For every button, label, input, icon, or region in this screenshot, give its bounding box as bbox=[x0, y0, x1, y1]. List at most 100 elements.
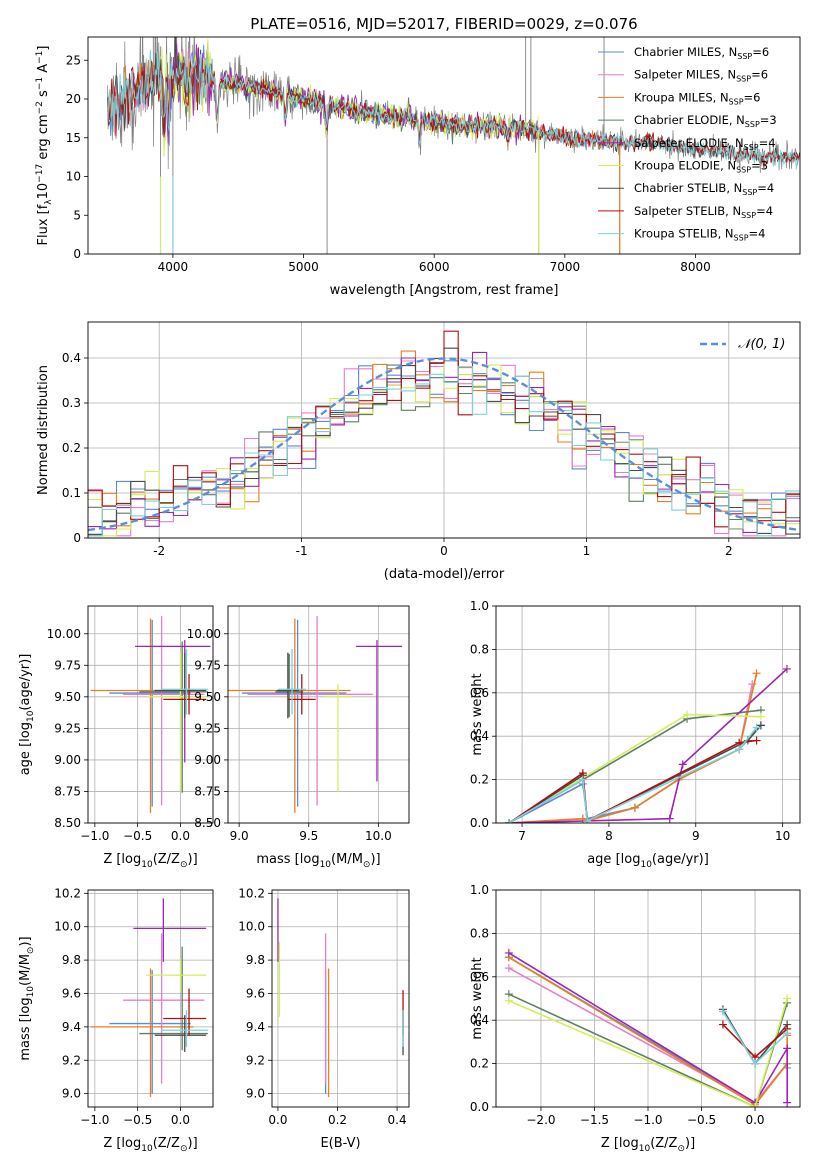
mass-vs-EBV-frame bbox=[271, 889, 410, 1108]
weight-vs-age-xtick-label: 8 bbox=[605, 829, 613, 843]
legend-label-main: Salpeter STELIB, N bbox=[634, 204, 741, 218]
mass-vs-Z-ylabel-part: 10 bbox=[26, 986, 36, 998]
mass-vs-EBV-xtick-label: 0.4 bbox=[388, 1113, 407, 1127]
spectrum-ytick-label: 25 bbox=[66, 53, 81, 67]
weight-vs-Z-marker-kroupa_stelib bbox=[783, 1029, 792, 1038]
legend-label-sub: SSP bbox=[734, 234, 749, 243]
weight-vs-Z-marker-kroupa_stelib bbox=[718, 1007, 727, 1016]
weight-vs-Z-xtick-label: 0.0 bbox=[745, 1113, 764, 1127]
legend-label-sub: SSP bbox=[741, 211, 756, 220]
legend-label-sub: SSP bbox=[729, 97, 744, 106]
legend-label-kroupa_stelib: Kroupa STELIB, NSSP=4 bbox=[634, 227, 765, 243]
age-vs-Z-xtick-label: −1.0 bbox=[80, 829, 109, 843]
mass-vs-Z-xtick-label: −0.5 bbox=[123, 1113, 152, 1127]
age-vs-Z-ytick-label: 9.50 bbox=[54, 690, 81, 704]
spectrum-model-kroupa_stelib bbox=[107, 49, 800, 170]
age-vs-Z-ylabel-part: age [log bbox=[18, 722, 33, 775]
legend-label-salpeter_elodie: Salpeter ELODIE, NSSP=4 bbox=[634, 136, 776, 152]
residuals-xtick-label: 1 bbox=[583, 544, 591, 558]
spectrum-ylabel-part: 10 bbox=[36, 183, 51, 200]
age-vs-Z-ylabel-part: (age/yr)] bbox=[18, 654, 33, 711]
age-vs-mass-ytick-label: 9.75 bbox=[194, 658, 221, 672]
legend-label-tail: =4 bbox=[749, 227, 766, 241]
weight-vs-Z-marker-salpeter_elodie bbox=[783, 1098, 792, 1107]
age-vs-Z-ytick-label: 8.75 bbox=[54, 784, 81, 798]
mass-vs-Z-ytick-label: 10.2 bbox=[54, 886, 81, 900]
weight-vs-Z-line-kroupa_elodie bbox=[508, 998, 788, 1107]
weight-vs-Z-marker-salpeter_elodie bbox=[783, 1044, 792, 1053]
legend-label-chabrier_miles: Chabrier MILES, NSSP=6 bbox=[634, 45, 769, 61]
age-vs-Z-ytick-label: 9.00 bbox=[54, 753, 81, 767]
legend-label-tail: =6 bbox=[744, 90, 761, 104]
legend-label-tail: =3 bbox=[760, 113, 777, 127]
mass-vs-Z-ylabel-part: ⊙ bbox=[26, 947, 36, 955]
weight-vs-Z-marker-kroupa_stelib bbox=[751, 1059, 760, 1068]
legend-label-kroupa_miles: Kroupa MILES, NSSP=6 bbox=[634, 90, 760, 106]
legend-label-tail: =6 bbox=[751, 68, 768, 82]
weight-vs-age-marker-kroupa_elodie bbox=[756, 712, 765, 721]
weight-vs-age-ylabel: mass weight bbox=[470, 673, 485, 755]
mass-vs-Z-ytick-label: 9.6 bbox=[62, 986, 81, 1000]
weight-vs-age-marker-kroupa_stelib bbox=[583, 816, 592, 823]
spectrum-xtick-label: 6000 bbox=[419, 260, 450, 274]
weight-vs-Z-ylabel: mass weight bbox=[470, 957, 485, 1039]
weight-vs-age-marker-kroupa_elodie bbox=[683, 710, 692, 719]
mass-vs-Z-xlabel-part: )] bbox=[188, 1136, 198, 1151]
weight-vs-age-xlabel-part: (age/yr)] bbox=[652, 852, 709, 867]
weight-vs-age-marker-kroupa_stelib bbox=[578, 775, 587, 784]
mass-vs-Z-xlabel-part: Z [log bbox=[103, 1136, 141, 1151]
mass-vs-EBV-ytick-label: 10.0 bbox=[238, 920, 265, 934]
mass-vs-EBV-xlabel: E(B-V) bbox=[320, 1136, 360, 1151]
weight-vs-age-xlabel-part: 10 bbox=[640, 860, 652, 870]
weight-vs-Z-ytick-label: 1.0 bbox=[470, 883, 489, 897]
weight-vs-age-marker-kroupa_miles bbox=[752, 669, 761, 678]
mass-vs-Z-ytick-label: 10.0 bbox=[54, 920, 81, 934]
legend-label-sub: SSP bbox=[737, 52, 752, 61]
mass-vs-EBV-axes: 0.0 0.2 0.4 9.0 9.2 9.4 9.6 9.8 10.0 10.2 bbox=[238, 886, 409, 1127]
spectrum-ylabel-part: A bbox=[36, 64, 51, 77]
weight-vs-Z-ytick-label: 0.6 bbox=[470, 970, 489, 984]
residual-hist-kroupa_stelib bbox=[88, 366, 800, 537]
spectrum-ylabel-part: erg cm bbox=[36, 114, 51, 163]
mass-vs-Z-ytick-label: 9.2 bbox=[62, 1053, 81, 1067]
residuals-ytick-label: 0.2 bbox=[62, 441, 81, 455]
legend-label-sub: SSP bbox=[736, 75, 751, 84]
spectrum-ylabel-part: λ bbox=[44, 199, 54, 205]
age-vs-Z-ytick-label: 9.75 bbox=[54, 658, 81, 672]
age-vs-mass-ytick-label: 10.00 bbox=[187, 627, 221, 641]
spectrum-xtick-label: 7000 bbox=[550, 260, 581, 274]
age-vs-Z-ytick-label: 9.25 bbox=[54, 721, 81, 735]
weight-vs-Z-xlabel-part: (Z/Z bbox=[650, 1136, 677, 1151]
mass-vs-EBV-ytick-label: 9.2 bbox=[246, 1053, 265, 1067]
mass-vs-EBV-ytick-label: 10.2 bbox=[238, 886, 265, 900]
mass-vs-Z-ylabel: mass [log10(M/M⊙)] bbox=[18, 936, 36, 1060]
age-vs-mass-ytick-label: 8.50 bbox=[194, 816, 221, 830]
weight-vs-Z-xtick-label: −1.5 bbox=[580, 1113, 609, 1127]
weight-vs-Z-marker-kroupa_elodie bbox=[504, 996, 513, 1005]
mass-vs-EBV-ytick-label: 9.0 bbox=[246, 1087, 265, 1101]
residuals-ytick-label: 0.3 bbox=[62, 396, 81, 410]
mass-vs-Z-ylabel-part: (M/M bbox=[18, 954, 33, 986]
weight-vs-Z-xtick-label: −1.0 bbox=[633, 1113, 662, 1127]
weight-vs-age-xlabel: age [log10(age/yr)] bbox=[587, 852, 709, 870]
mass-vs-EBV-xtick-label: 0.0 bbox=[268, 1113, 287, 1127]
weight-vs-Z-marker-kroupa_elodie bbox=[751, 1103, 760, 1107]
legend-label-tail: =6 bbox=[752, 45, 769, 59]
mass-vs-Z-ytick-label: 9.4 bbox=[62, 1020, 81, 1034]
age-vs-Z-xlabel-part: Z [log bbox=[103, 852, 141, 867]
weight-vs-Z-xlabel-part: ⊙ bbox=[677, 1144, 685, 1154]
weight-vs-age-marker-salpeter_stelib bbox=[752, 736, 761, 745]
weight-vs-Z-xtick-label: −2.0 bbox=[526, 1113, 555, 1127]
legend-label-tail: =4 bbox=[759, 136, 776, 150]
legend-label-main: Kroupa MILES, N bbox=[634, 90, 729, 104]
weight-vs-age-line-salpeter_stelib bbox=[508, 739, 757, 823]
age-vs-Z-xlabel: Z [log10(Z/Z⊙)] bbox=[103, 852, 197, 870]
weight-vs-age-xtick-label: 10 bbox=[775, 829, 790, 843]
weight-vs-age-marker-chabrier_stelib bbox=[756, 721, 765, 730]
mass-vs-Z-xlabel-part: (Z/Z bbox=[153, 1136, 180, 1151]
spectrum-ylabel-part: Flux [f bbox=[36, 204, 51, 245]
residuals-axes: -2 -1 0 1 2 0 0.1 0.2 0.3 0.4 bbox=[62, 322, 800, 558]
weight-vs-age-xtick-label: 7 bbox=[518, 829, 526, 843]
residuals-ytick-label: 0.4 bbox=[62, 351, 81, 365]
weight-vs-age-frame bbox=[495, 605, 801, 824]
